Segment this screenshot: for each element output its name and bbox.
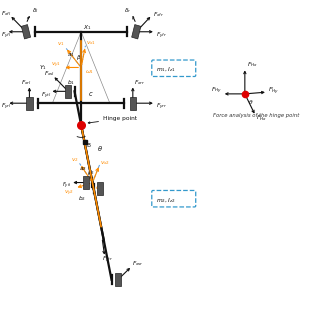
Text: $Y_1$: $Y_1$ <box>40 63 47 72</box>
Text: $b_1$: $b_1$ <box>67 79 75 87</box>
Text: $\theta$: $\theta$ <box>248 98 254 106</box>
Text: $a_2$: $a_2$ <box>79 165 86 173</box>
Text: Hinge point: Hinge point <box>103 116 137 121</box>
Text: $v_1$: $v_1$ <box>57 40 64 48</box>
Polygon shape <box>83 176 89 189</box>
Text: $\delta_l$: $\delta_l$ <box>32 7 39 15</box>
Text: $\beta_1$: $\beta_1$ <box>76 53 84 62</box>
Polygon shape <box>130 97 136 110</box>
Text: $F_{ytl}$: $F_{ytl}$ <box>41 90 51 101</box>
Polygon shape <box>115 273 121 286</box>
Text: Force analysis of the hinge point: Force analysis of the hinge point <box>213 113 300 118</box>
Text: $F_{xrl}$: $F_{xrl}$ <box>22 78 32 87</box>
Text: $F_{yfl}$: $F_{yfl}$ <box>1 31 11 41</box>
Text: $F_{Hx}$: $F_{Hx}$ <box>246 61 257 70</box>
Text: $v_{x2}$: $v_{x2}$ <box>100 159 110 167</box>
Text: $F_{xfl}$: $F_{xfl}$ <box>1 9 11 17</box>
Text: $v_{x1}$: $v_{x1}$ <box>86 39 96 47</box>
Text: $F_{ytr}$: $F_{ytr}$ <box>102 254 113 265</box>
Text: $F_{xrr}$: $F_{xrr}$ <box>134 78 146 87</box>
Text: $\omega_1$: $\omega_1$ <box>85 68 94 76</box>
Text: $b_2$: $b_2$ <box>78 194 86 203</box>
Text: $\theta$: $\theta$ <box>97 144 103 153</box>
Polygon shape <box>65 85 71 98</box>
Text: $\beta_2$: $\beta_2$ <box>87 168 95 177</box>
Text: $m_2, I_{z2}$: $m_2, I_{z2}$ <box>156 196 176 205</box>
Text: B: B <box>87 143 91 148</box>
Text: $F_{xfr}$: $F_{xfr}$ <box>153 10 164 18</box>
Text: $F_{Hy}$: $F_{Hy}$ <box>211 86 222 96</box>
Text: $\omega_2$: $\omega_2$ <box>95 184 105 193</box>
Polygon shape <box>97 182 103 195</box>
Text: $\delta_r$: $\delta_r$ <box>124 7 132 15</box>
Polygon shape <box>26 97 32 110</box>
Text: $F_{Hy}'$: $F_{Hy}'$ <box>268 85 279 96</box>
Text: $F_{yfr}$: $F_{yfr}$ <box>156 31 167 41</box>
Text: $m_1, I_{z1}$: $m_1, I_{z1}$ <box>156 66 176 75</box>
Text: $X_1$: $X_1$ <box>83 23 92 32</box>
Text: $F_{ytl}$: $F_{ytl}$ <box>62 181 71 191</box>
Polygon shape <box>21 25 31 39</box>
Text: $v_2$: $v_2$ <box>71 157 79 164</box>
Text: $F_{Hx}'$: $F_{Hx}'$ <box>256 113 267 123</box>
Text: $F_{xsr}$: $F_{xsr}$ <box>132 259 144 268</box>
Text: $F_{yrl}$: $F_{yrl}$ <box>1 101 11 112</box>
Text: $v_{y1}$: $v_{y1}$ <box>51 61 61 70</box>
Polygon shape <box>132 25 141 39</box>
Text: $F_{xsl}$: $F_{xsl}$ <box>44 69 55 78</box>
Text: $F_{yrr}$: $F_{yrr}$ <box>156 101 168 112</box>
Text: $v_{y2}$: $v_{y2}$ <box>64 189 75 198</box>
Text: $a_1$: $a_1$ <box>67 51 75 59</box>
Text: $c$: $c$ <box>88 90 94 98</box>
